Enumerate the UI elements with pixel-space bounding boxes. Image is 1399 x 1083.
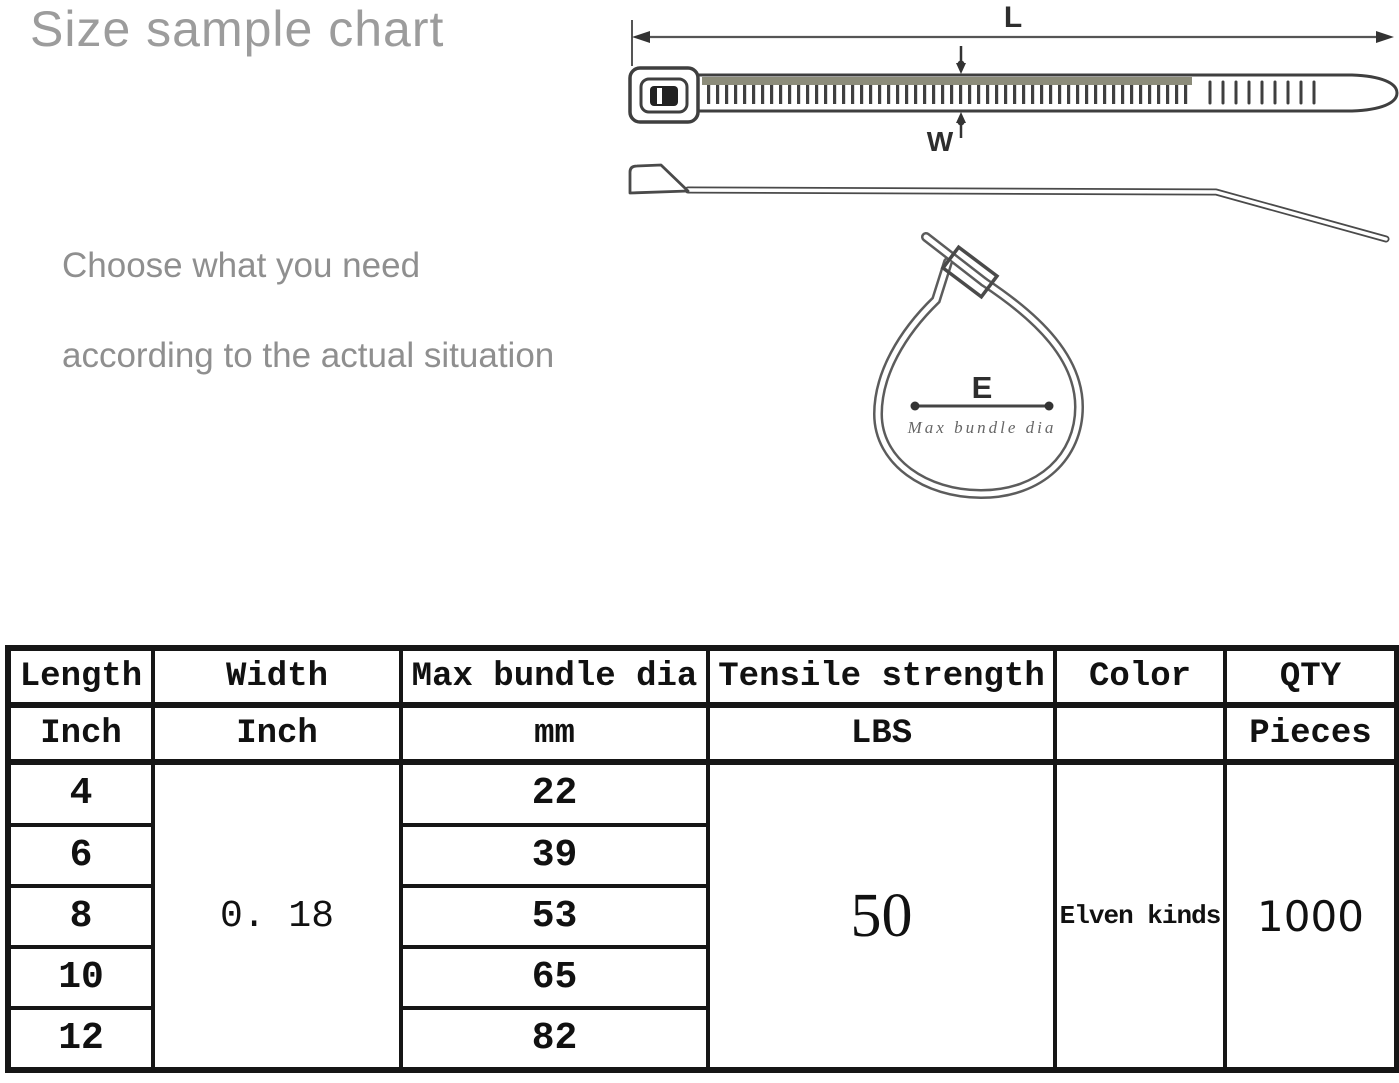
bundle-dia-caption: Max bundle dia <box>907 418 1057 437</box>
dia-cell: 39 <box>399 822 710 888</box>
length-cell: 10 <box>6 944 155 1010</box>
size-spec-table: Length Width Max bundle dia Tensile stre… <box>5 645 1399 1073</box>
cable-tie-loop-drawing: E Max bundle dia <box>872 232 1085 500</box>
table-header-row: Length Width Max bundle dia Tensile stre… <box>6 645 1399 709</box>
unit-dia: mm <box>399 703 710 766</box>
cable-tie-side-view-drawing <box>628 163 1390 243</box>
bundle-dia-dimension-label: E <box>972 370 993 405</box>
dia-cell: 53 <box>399 883 710 949</box>
unit-qty: Pieces <box>1223 703 1399 766</box>
unit-length: Inch <box>6 703 155 766</box>
right-arrowhead-icon <box>1376 31 1394 43</box>
tensile-value-cell: 50 <box>706 760 1057 1072</box>
subtitle-line-1: Choose what you need <box>62 246 421 285</box>
table-row: 8 53 <box>6 883 1397 949</box>
width-dimension-label: W <box>927 126 954 157</box>
table-row: 10 65 <box>6 944 1397 1010</box>
header-length: Length <box>6 645 155 709</box>
header-width: Width <box>151 645 403 709</box>
table-units-row: Inch Inch mm LBS Pieces <box>6 703 1399 766</box>
length-dimension-label: L <box>1004 1 1022 34</box>
unit-width: Inch <box>151 703 403 766</box>
dia-cell: 65 <box>399 944 710 1010</box>
cable-tie-diagrams: L W <box>628 1 1399 500</box>
length-cell: 8 <box>6 883 155 949</box>
subtitle-line-2: according to the actual situation <box>62 336 555 375</box>
table-row: 12 82 <box>6 1005 1397 1073</box>
page-title: Size sample chart <box>30 1 445 57</box>
tip-tick-marks <box>1208 80 1316 105</box>
header-max-bundle-dia: Max bundle dia <box>399 645 710 709</box>
cable-tie-top-view-drawing: L W <box>628 1 1399 157</box>
dia-cell: 22 <box>399 760 710 827</box>
length-cell: 6 <box>6 822 155 888</box>
width-value-cell: 0. 18 <box>151 760 403 1072</box>
header-qty: QTY <box>1223 645 1399 709</box>
left-arrowhead-icon <box>632 31 650 43</box>
header-tensile-strength: Tensile strength <box>706 645 1057 709</box>
qty-value-cell: 1000 <box>1223 760 1399 1072</box>
dia-cell: 82 <box>399 1005 710 1073</box>
length-cell: 4 <box>6 760 155 827</box>
unit-color <box>1053 703 1227 766</box>
down-arrowhead-icon <box>956 63 966 74</box>
loop-head <box>940 244 1000 300</box>
unit-tensile: LBS <box>706 703 1057 766</box>
header-color: Color <box>1053 645 1227 709</box>
length-cell: 12 <box>6 1005 155 1073</box>
table-row: 6 39 <box>6 822 1397 888</box>
color-value-cell: Elven kinds <box>1053 760 1227 1072</box>
table-row: 4 0. 18 22 50 Elven kinds 1000 <box>6 760 1399 1072</box>
